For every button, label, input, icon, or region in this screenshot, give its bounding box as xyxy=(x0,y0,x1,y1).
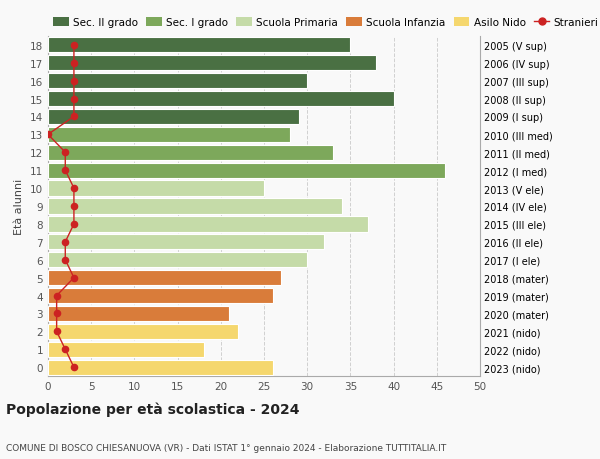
Point xyxy=(69,95,79,103)
Point xyxy=(69,113,79,121)
Point xyxy=(69,42,79,49)
Point xyxy=(69,185,79,192)
Text: COMUNE DI BOSCO CHIESANUOVA (VR) - Dati ISTAT 1° gennaio 2024 - Elaborazione TUT: COMUNE DI BOSCO CHIESANUOVA (VR) - Dati … xyxy=(6,443,446,452)
Point xyxy=(69,203,79,210)
Bar xyxy=(48,128,290,143)
Bar xyxy=(48,146,333,161)
Bar xyxy=(48,288,272,303)
Point xyxy=(69,274,79,282)
Bar xyxy=(48,110,299,125)
Bar xyxy=(48,92,394,107)
Bar xyxy=(48,74,307,89)
Bar xyxy=(48,181,264,196)
Bar xyxy=(48,56,376,71)
Point xyxy=(52,328,61,336)
Bar xyxy=(48,270,281,285)
Point xyxy=(69,221,79,228)
Point xyxy=(61,149,70,157)
Bar xyxy=(48,306,229,321)
Point xyxy=(69,364,79,371)
Y-axis label: Età alunni: Età alunni xyxy=(14,179,25,235)
Bar xyxy=(48,235,325,250)
Point xyxy=(69,60,79,67)
Point xyxy=(61,239,70,246)
Point xyxy=(61,167,70,174)
Point xyxy=(43,131,53,139)
Point xyxy=(61,257,70,264)
Point xyxy=(52,292,61,300)
Bar xyxy=(48,360,272,375)
Text: Popolazione per età scolastica - 2024: Popolazione per età scolastica - 2024 xyxy=(6,402,299,416)
Point xyxy=(61,346,70,353)
Point xyxy=(52,310,61,318)
Bar xyxy=(48,324,238,339)
Bar xyxy=(48,163,445,179)
Bar xyxy=(48,252,307,268)
Bar xyxy=(48,199,342,214)
Point xyxy=(69,78,79,85)
Bar xyxy=(48,217,368,232)
Bar xyxy=(48,38,350,53)
Legend: Sec. II grado, Sec. I grado, Scuola Primaria, Scuola Infanzia, Asilo Nido, Stran: Sec. II grado, Sec. I grado, Scuola Prim… xyxy=(53,18,599,28)
Bar xyxy=(48,342,203,357)
